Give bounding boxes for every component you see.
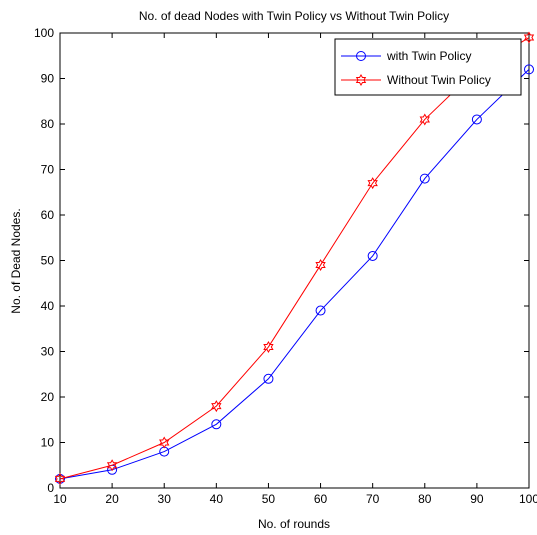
- data-point: [211, 400, 222, 413]
- x-tick-label: 60: [314, 492, 328, 506]
- y-tick-label: 0: [47, 481, 54, 495]
- y-tick-label: 10: [41, 436, 55, 450]
- legend-label: Without Twin Policy: [387, 73, 491, 87]
- y-tick-label: 90: [41, 72, 55, 86]
- data-point: [211, 419, 222, 430]
- data-point: [367, 250, 378, 261]
- series-without-twin-policy: [54, 31, 535, 485]
- x-tick-label: 70: [366, 492, 380, 506]
- plot-frame: [59, 32, 530, 489]
- legend: with Twin Policy Without Twin Policy: [334, 38, 522, 96]
- y-tick-label: 100: [34, 26, 54, 40]
- x-tick-label: 40: [210, 492, 224, 506]
- x-tick-label: 50: [262, 492, 276, 506]
- data-point: [159, 436, 170, 449]
- series-without-twin-policy-line: [59, 37, 530, 480]
- data-point: [523, 31, 535, 44]
- data-point: [419, 113, 430, 126]
- data-point: [524, 64, 534, 75]
- x-axis-title: No. of rounds: [258, 517, 330, 531]
- data-point: [315, 305, 326, 316]
- data-point: [419, 173, 430, 184]
- data-point: [315, 259, 326, 272]
- legend-marker: [356, 51, 366, 61]
- y-tick-label: 40: [41, 299, 55, 313]
- x-tick-label: 20: [105, 492, 119, 506]
- plot-area: 10 20 30 40 50 60 70 80 90 1000102030405060708090…: [34, 26, 537, 506]
- x-tick-label: 100: [519, 492, 537, 506]
- y-tick-label: 80: [41, 117, 55, 131]
- legend-marker: [355, 74, 367, 86]
- x-tick-label: 90: [470, 492, 484, 506]
- series-with-twin-policy-line: [59, 69, 530, 480]
- x-tick-label: 10: [53, 492, 67, 506]
- series-with-twin-policy: [55, 64, 534, 484]
- x-tick-label: 80: [418, 492, 432, 506]
- y-tick-label: 70: [41, 163, 55, 177]
- data-point: [471, 114, 482, 125]
- data-point: [367, 177, 378, 190]
- data-point: [263, 373, 274, 384]
- data-point: [54, 472, 66, 485]
- x-tick-label: 30: [158, 492, 172, 506]
- legend-item: with Twin Policy: [341, 49, 471, 63]
- y-axis-title: No. of Dead Nodes.: [9, 208, 23, 313]
- legend-item: Without Twin Policy: [341, 73, 491, 87]
- data-point: [106, 459, 118, 472]
- legend-box: [334, 38, 522, 96]
- chart-title: No. of dead Nodes with Twin Policy vs Wi…: [139, 9, 449, 23]
- y-tick-label: 30: [41, 345, 55, 359]
- y-tick-label: 20: [41, 390, 55, 404]
- y-tick-label: 60: [41, 208, 55, 222]
- y-tick-label: 50: [41, 254, 55, 268]
- data-point: [263, 340, 274, 353]
- legend-label: with Twin Policy: [386, 49, 471, 63]
